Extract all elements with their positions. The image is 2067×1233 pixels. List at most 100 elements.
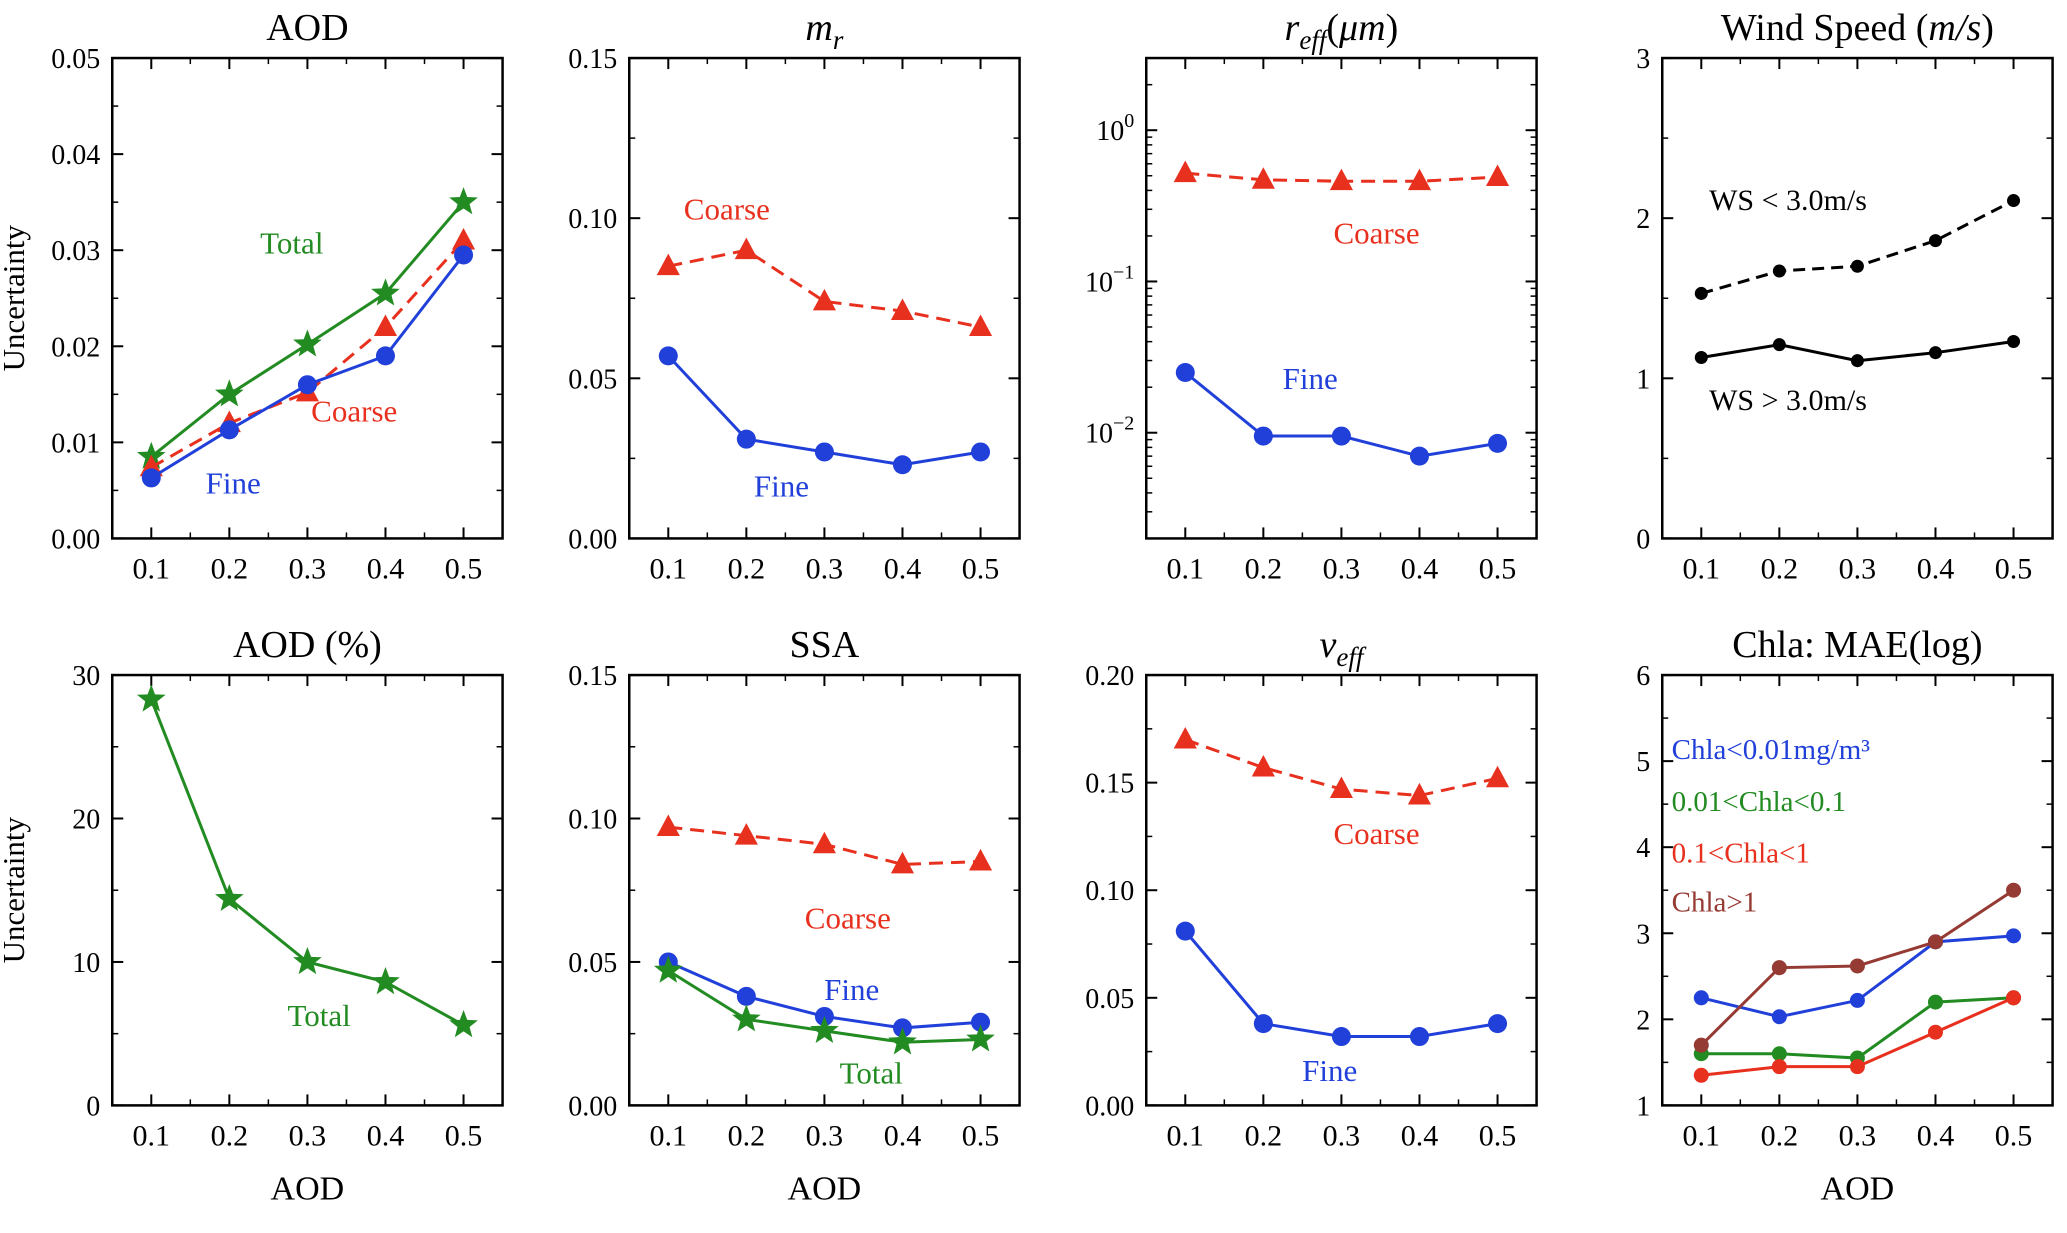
data-marker (1773, 264, 1787, 278)
x-tick-label: 0.3 (1839, 552, 1877, 585)
plot-annotation: Fine (1282, 361, 1337, 396)
data-marker (1850, 992, 1866, 1008)
x-tick-label: 0.2 (1244, 552, 1282, 585)
subplot-chla-mae: 0.1 0.2 0.3 0.4 0.5 1 2 3 4 5 6 Chla<0.01mg/m³ 0.01<… (1550, 617, 2067, 1233)
data-marker (1772, 1045, 1788, 1061)
y-tick-label: 0.00 (1085, 1091, 1134, 1122)
x-tick-label: 0.1 (649, 1119, 687, 1152)
data-marker (1773, 338, 1787, 352)
x-tick-label: 0.4 (1917, 552, 1955, 585)
data-marker (1928, 994, 1944, 1010)
subplot-ssa-canvas: 0.1 0.2 0.3 0.4 0.5 0.00 0.05 0.10 0.15 Coarse Fin… (568, 624, 1021, 1207)
x-tick-label: 0.4 (883, 1119, 921, 1152)
y-tick-label: 100 (1096, 110, 1134, 147)
series-coarse (1173, 160, 1509, 191)
subplot-chla-mae-canvas: 0.1 0.2 0.3 0.4 0.5 1 2 3 4 5 6 Chla<0.01mg/m³ 0.01<… (1636, 624, 2055, 1207)
data-marker (2007, 194, 2021, 208)
plot-annotation: Chla<0.01mg/m³ (1672, 734, 1871, 766)
x-tick-label: 0.3 (1839, 1119, 1877, 1152)
y-tick-label: 0.03 (51, 236, 100, 267)
data-marker (373, 314, 398, 336)
axes: 0.1 0.2 0.3 0.4 0.5 0 1 2 3 (1636, 44, 2053, 585)
x-tick-label: 0.1 (649, 552, 687, 585)
series-line (150, 254, 465, 480)
y-tick-label: 3 (1636, 44, 1650, 75)
data-marker (965, 1023, 995, 1052)
data-marker (1251, 754, 1275, 777)
x-tick-label: 0.5 (1478, 1119, 1516, 1152)
x-tick-label: 0.5 (1995, 1119, 2033, 1152)
data-marker (293, 946, 322, 974)
plot-border (111, 673, 504, 1107)
data-marker (375, 346, 395, 366)
axes: 0.1 0.2 0.3 0.4 0.5 10−2 10−1 100 (1084, 58, 1537, 585)
x-tick-label: 0.2 (211, 1119, 249, 1152)
series-fine (1175, 363, 1507, 466)
x-tick-label: 0.5 (445, 1119, 483, 1152)
data-marker (970, 1012, 990, 1032)
subplot-veff: 0.1 0.2 0.3 0.4 0.5 0.00 0.05 0.10 0.15 0.20 Coars… (1034, 617, 1551, 1233)
x-tick-label: 0.2 (211, 552, 249, 585)
x-tick-label: 0.3 (289, 552, 327, 585)
x-tick-label: 0.4 (1400, 1119, 1438, 1152)
y-tick-label: 0.05 (568, 947, 617, 978)
y-tick-label: 1 (1636, 364, 1650, 395)
plot-annotation: Total (287, 998, 350, 1033)
data-marker (656, 813, 680, 836)
x-tick-label: 0.5 (445, 552, 483, 585)
subplot-aod-percent-canvas: 0.1 0.2 0.3 0.4 0.5 0 10 20 30 Total AOD (%) Uncert… (0, 624, 504, 1207)
data-marker (1407, 168, 1431, 191)
plot-annotation: WS > 3.0m/s (1709, 384, 1867, 417)
chart-title: veff (1319, 624, 1366, 672)
x-tick-label: 0.3 (1322, 1119, 1360, 1152)
series-coarse (1173, 726, 1509, 804)
x-tick-label: 0.4 (367, 1119, 405, 1152)
chart-title: reff(μm) (1284, 7, 1398, 55)
data-marker (1331, 426, 1351, 446)
data-marker (215, 883, 244, 911)
plot-annotation: Total (260, 226, 323, 261)
subplot-veff-canvas: 0.1 0.2 0.3 0.4 0.5 0.00 0.05 0.10 0.15 0.20 Coars… (1085, 624, 1538, 1152)
subplot-wind-speed-canvas: 0.1 0.2 0.3 0.4 0.5 0 1 2 3 WS < 3.0m/s WS > 3.0m/… (1636, 7, 2055, 585)
x-tick-label: 0.5 (962, 552, 1000, 585)
plot-annotation: Coarse (1333, 216, 1419, 251)
data-marker (1487, 433, 1507, 453)
data-marker (1694, 1037, 1710, 1053)
data-marker (293, 329, 322, 357)
series-fine (658, 346, 990, 475)
plot-border (1144, 673, 1538, 1107)
series-coarse (656, 237, 992, 336)
y-axis-label: Uncertainty (0, 816, 31, 963)
data-marker (1331, 1026, 1351, 1046)
y-tick-label: 6 (1636, 661, 1650, 692)
data-marker (451, 227, 476, 250)
data-marker (1329, 775, 1353, 798)
data-marker (731, 1003, 761, 1031)
data-marker (734, 822, 758, 845)
chart-title: AOD (266, 7, 348, 49)
axes: 0.1 0.2 0.3 0.4 0.5 0 10 20 30 (72, 661, 503, 1152)
chart-title: Chla: MAE(log) (1733, 624, 1983, 666)
x-tick-label: 0.4 (883, 552, 921, 585)
data-marker (215, 379, 244, 407)
plot-annotation: Fine (1302, 1052, 1357, 1087)
series-line (150, 239, 465, 469)
subplot-mr-canvas: 0.1 0.2 0.3 0.4 0.5 0.00 0.05 0.10 0.15 Coarse Fin… (568, 7, 1021, 585)
data-marker (297, 375, 317, 395)
x-tick-label: 0.3 (805, 1119, 843, 1152)
chart-title: SSA (789, 624, 859, 666)
axes: 0.1 0.2 0.3 0.4 0.5 0.00 0.05 0.10 0.15 (568, 661, 1020, 1152)
plot-annotation: WS < 3.0m/s (1709, 184, 1867, 217)
series-coarse (656, 813, 992, 873)
x-tick-label: 0.5 (1995, 552, 2033, 585)
x-tick-label: 0.5 (962, 1119, 1000, 1152)
plot-annotation: Fine (824, 972, 879, 1007)
y-tick-label: 3 (1636, 919, 1650, 950)
subplot-aod: 0.1 0.2 0.3 0.4 0.5 0.00 0.01 0.02 0.03 0.04 0.05 T… (0, 0, 517, 617)
y-tick-label: 4 (1636, 833, 1650, 864)
x-axis-label: AOD (271, 1170, 345, 1207)
subplot-mr: 0.1 0.2 0.3 0.4 0.5 0.00 0.05 0.10 0.15 Coarse Fin… (517, 0, 1034, 617)
series-ws-3-0m-s (1695, 334, 2021, 368)
data-marker (653, 955, 683, 983)
